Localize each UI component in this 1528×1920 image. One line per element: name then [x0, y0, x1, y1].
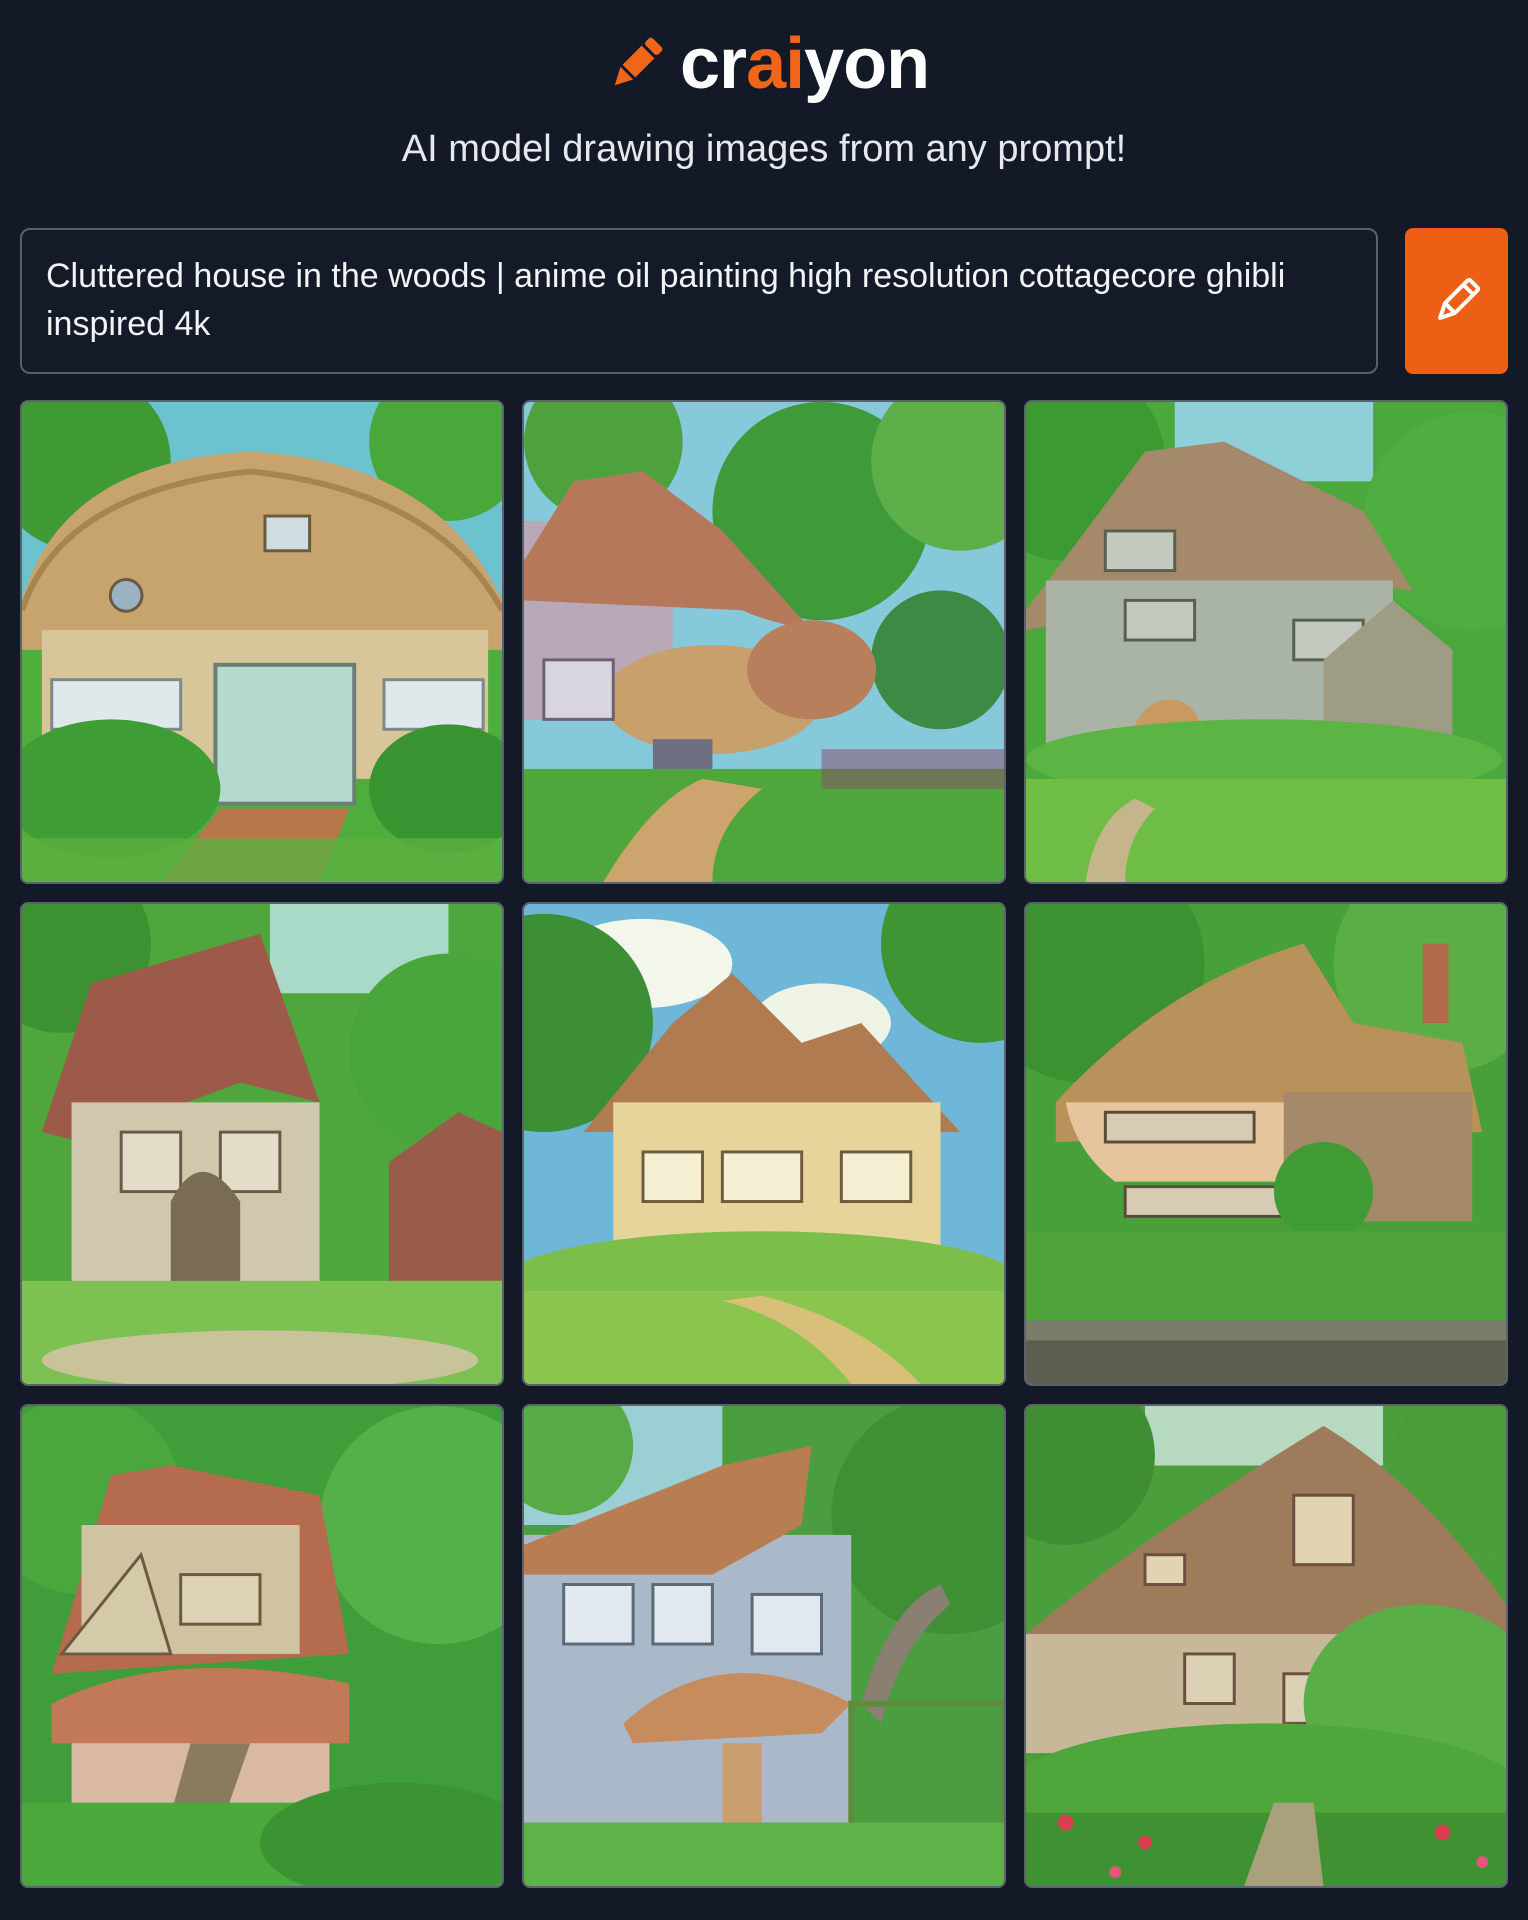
result-image-2-picture	[524, 402, 1004, 882]
result-image-9[interactable]	[1024, 1404, 1508, 1888]
logo-wordmark: craiyon	[680, 24, 930, 104]
logo-suffix: yon	[804, 24, 930, 104]
result-image-5-picture	[524, 904, 1004, 1384]
header: craiyon AI model drawing images from any…	[0, 0, 1528, 200]
logo-accent: ai	[746, 24, 805, 104]
result-image-8[interactable]	[522, 1404, 1006, 1888]
result-image-7-picture	[22, 1406, 502, 1886]
result-image-1[interactable]	[20, 400, 504, 884]
result-image-1-picture	[22, 402, 502, 882]
result-image-5[interactable]	[522, 902, 1006, 1386]
logo-prefix: cr	[680, 24, 747, 104]
result-image-3[interactable]	[1024, 400, 1508, 884]
pencil-icon	[1437, 277, 1480, 320]
result-image-6[interactable]	[1024, 902, 1508, 1386]
result-image-8-picture	[524, 1406, 1004, 1886]
result-image-7[interactable]	[20, 1404, 504, 1888]
results-grid	[20, 400, 1508, 1888]
result-image-9-picture	[1026, 1406, 1506, 1886]
draw-button[interactable]	[1405, 228, 1508, 374]
result-image-4[interactable]	[20, 902, 504, 1386]
result-image-6-picture	[1026, 904, 1506, 1384]
prompt-input[interactable]: Cluttered house in the woods | anime oil…	[20, 228, 1378, 374]
tagline: AI model drawing images from any prompt!	[401, 128, 1127, 170]
result-image-3-picture	[1026, 402, 1506, 882]
crayon-icon	[614, 37, 663, 86]
result-image-2[interactable]	[522, 400, 1006, 884]
logo[interactable]: craiyon	[600, 24, 930, 104]
result-image-4-picture	[22, 904, 502, 1384]
